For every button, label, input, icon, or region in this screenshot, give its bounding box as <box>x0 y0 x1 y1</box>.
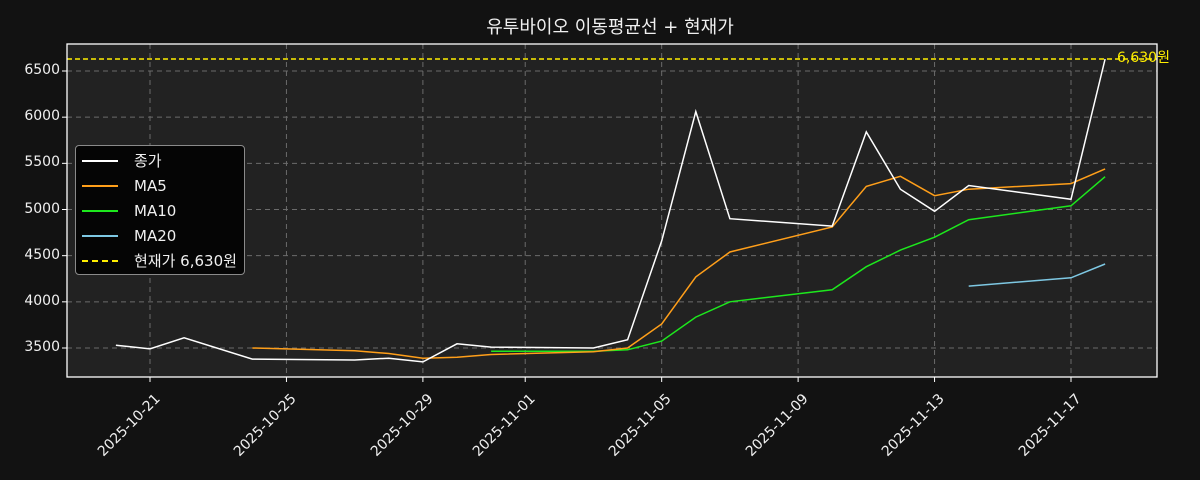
legend-swatch-close <box>82 159 118 162</box>
legend-swatch-ma20 <box>82 234 118 237</box>
y-tick-label: 6500 <box>24 62 60 78</box>
legend-swatch-ma5 <box>82 184 118 187</box>
series-lines <box>67 58 1157 363</box>
legend-label: MA10 <box>134 201 177 220</box>
legend-item-ma5: MA5 <box>81 173 244 198</box>
chart-title: 유투바이오 이동평균선 + 현재가 <box>486 17 734 38</box>
y-tick-label: 4000 <box>24 292 60 309</box>
y-tick-label: 5000 <box>24 200 60 217</box>
legend-label: MA5 <box>134 176 167 195</box>
legend-item-current-price: 현재가 6,630원 <box>81 248 244 273</box>
legend-swatch-current-price <box>82 259 118 262</box>
plot-frame <box>66 43 1158 378</box>
y-tick-label: 6000 <box>24 108 60 125</box>
current-price-annotation: 6,630원 <box>1117 50 1170 66</box>
legend: 종가 MA5 MA10 MA20 현재가 6,630원 <box>75 145 245 275</box>
legend-swatch-ma10 <box>82 209 118 212</box>
legend-item-ma20: MA20 <box>81 223 244 248</box>
legend-label: 현재가 6,630원 <box>134 252 237 270</box>
y-tick-label: 4500 <box>24 246 60 263</box>
grid-lines <box>67 44 1157 377</box>
axis-ticks <box>62 70 1072 382</box>
legend-item-close: 종가 <box>81 148 244 173</box>
legend-item-ma10: MA10 <box>81 198 244 223</box>
y-tick-label: 5500 <box>24 154 60 171</box>
y-tick-label: 3500 <box>24 339 60 355</box>
legend-label: 종가 <box>134 152 162 170</box>
legend-label: MA20 <box>134 226 177 245</box>
plot-area <box>67 44 1157 377</box>
